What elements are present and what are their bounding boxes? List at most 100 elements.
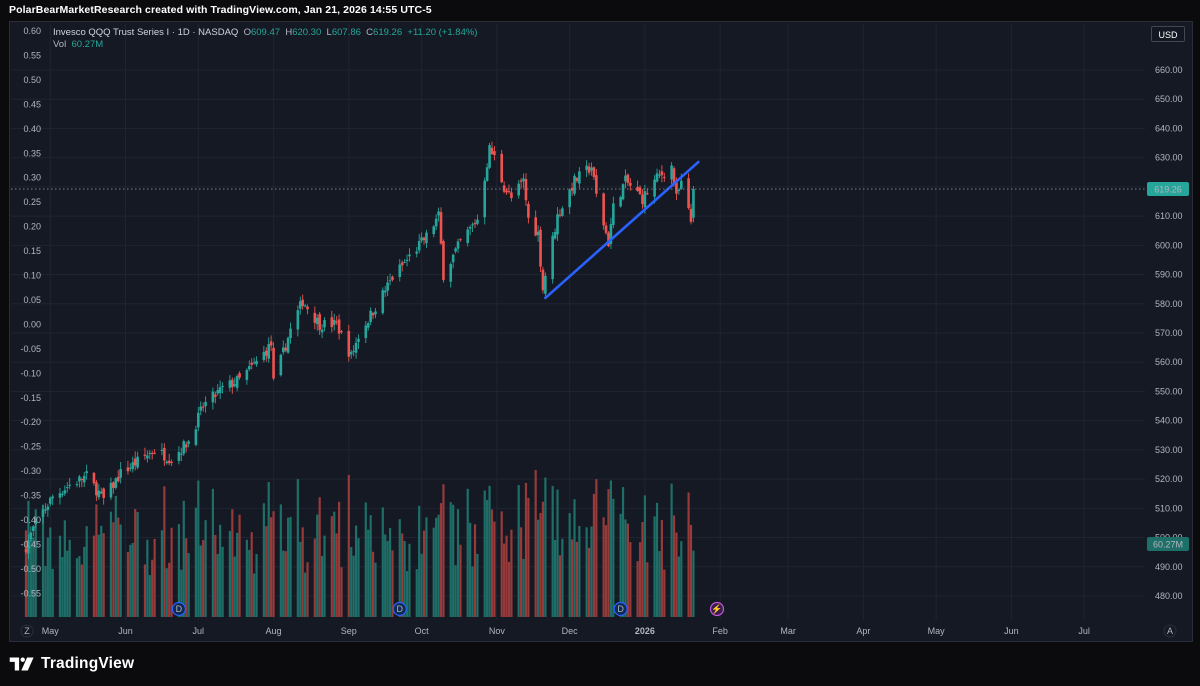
candle-body bbox=[114, 478, 118, 488]
candle-body bbox=[131, 462, 135, 469]
candle-body bbox=[366, 323, 370, 328]
candle-body bbox=[347, 330, 351, 357]
candle-body bbox=[692, 189, 695, 218]
candle-body bbox=[199, 406, 203, 411]
candle-body bbox=[369, 310, 372, 323]
volume-bar bbox=[335, 533, 338, 617]
volume-bar bbox=[641, 521, 644, 617]
candle-body bbox=[136, 456, 139, 468]
candle-body bbox=[97, 490, 101, 498]
candle-body bbox=[349, 352, 353, 355]
candle-body bbox=[352, 350, 355, 352]
candle-body bbox=[551, 235, 554, 280]
volume-bar bbox=[454, 565, 457, 617]
candle-body bbox=[364, 325, 368, 339]
candle-body bbox=[201, 406, 205, 408]
volume-bar bbox=[221, 546, 224, 617]
price-axis-label: 600.00 bbox=[1155, 240, 1183, 250]
candle-body bbox=[184, 444, 188, 448]
price-axis-label: 660.00 bbox=[1155, 65, 1183, 75]
change-value: +11.20 (+1.84%) bbox=[407, 27, 478, 38]
dividend-marker-label: D bbox=[176, 604, 183, 614]
volume-bar bbox=[653, 516, 656, 617]
volume-bar bbox=[386, 540, 389, 617]
volume-bar bbox=[75, 558, 79, 617]
symbol-description[interactable]: Invesco QQQ Trust Series I · 1D · NASDAQ bbox=[53, 27, 239, 38]
time-axis-label: Feb bbox=[712, 626, 728, 636]
candle-body bbox=[524, 178, 528, 201]
volume-bar bbox=[199, 545, 202, 617]
candle-body bbox=[230, 379, 234, 388]
volume-bar bbox=[160, 530, 164, 617]
volume-bar bbox=[660, 520, 663, 617]
candle-body bbox=[129, 467, 132, 469]
candle-body bbox=[636, 186, 639, 191]
tradingview-footer: TradingView bbox=[9, 652, 134, 676]
candle-body bbox=[216, 390, 220, 394]
volume-bar bbox=[214, 535, 217, 617]
volume-bar bbox=[61, 557, 64, 617]
volume-bar bbox=[170, 527, 173, 617]
candle-body bbox=[197, 412, 200, 428]
volume-bar bbox=[262, 503, 265, 617]
candle-body bbox=[527, 203, 530, 218]
volume-bar bbox=[92, 535, 96, 617]
close-label: C bbox=[366, 27, 374, 38]
currency-button[interactable]: USD bbox=[1151, 26, 1185, 42]
candle-body bbox=[587, 166, 591, 173]
candle-body bbox=[573, 175, 576, 194]
event-marker-icon bbox=[709, 601, 725, 617]
volume-bar bbox=[318, 497, 321, 617]
volume-value: 60.27M bbox=[71, 39, 104, 50]
volume-tag-label: 60.27M bbox=[1153, 540, 1183, 550]
time-axis-label: Nov bbox=[489, 626, 506, 636]
candle-body bbox=[468, 226, 472, 229]
volume-bar bbox=[279, 504, 282, 617]
volume-bar bbox=[621, 487, 625, 617]
price-axis-label: 480.00 bbox=[1155, 591, 1183, 601]
volume-label[interactable]: Vol bbox=[53, 39, 67, 50]
time-axis-label: Jul bbox=[1078, 626, 1090, 636]
volume-bar bbox=[401, 533, 404, 617]
volume-bar bbox=[517, 485, 520, 617]
candle-body bbox=[85, 471, 88, 474]
volume-bar bbox=[253, 573, 256, 617]
volume-bar bbox=[364, 502, 367, 617]
volume-bar bbox=[575, 541, 579, 617]
candle-body bbox=[454, 248, 457, 252]
volume-bar bbox=[629, 542, 632, 617]
time-axis-label: Oct bbox=[415, 626, 430, 636]
percent-axis-label: 0.05 bbox=[23, 295, 41, 305]
volume-bar bbox=[117, 517, 120, 617]
volume-bar bbox=[126, 552, 130, 617]
volume-bar bbox=[357, 538, 360, 617]
candle-body bbox=[109, 482, 113, 498]
candle-body bbox=[490, 147, 494, 155]
volume-bar bbox=[197, 480, 200, 617]
volume-bar bbox=[347, 474, 350, 617]
candle-body bbox=[604, 225, 608, 233]
volume-bar bbox=[153, 538, 156, 617]
candle-body bbox=[296, 310, 300, 330]
candle-body bbox=[44, 509, 47, 511]
volume-bar bbox=[168, 562, 171, 617]
candle-body bbox=[471, 224, 474, 226]
volume-bar bbox=[442, 484, 445, 617]
volume-bar bbox=[486, 500, 489, 617]
dividend-marker bbox=[613, 601, 628, 617]
candle-body bbox=[391, 276, 394, 280]
volume-bar bbox=[270, 517, 273, 617]
percent-axis-label: 0.25 bbox=[23, 197, 41, 207]
volume-bar bbox=[182, 500, 185, 617]
price-axis-label: 570.00 bbox=[1155, 328, 1183, 338]
candle-body bbox=[432, 226, 436, 235]
volume-bar bbox=[680, 541, 683, 617]
candle-body bbox=[31, 526, 35, 532]
volume-bar bbox=[476, 553, 479, 617]
candle-body bbox=[126, 467, 130, 472]
candle-body bbox=[247, 366, 251, 370]
chart-caption: PolarBearMarketResearch created with Tra… bbox=[9, 4, 432, 16]
volume-bar bbox=[405, 571, 409, 617]
candle-body bbox=[568, 189, 571, 208]
